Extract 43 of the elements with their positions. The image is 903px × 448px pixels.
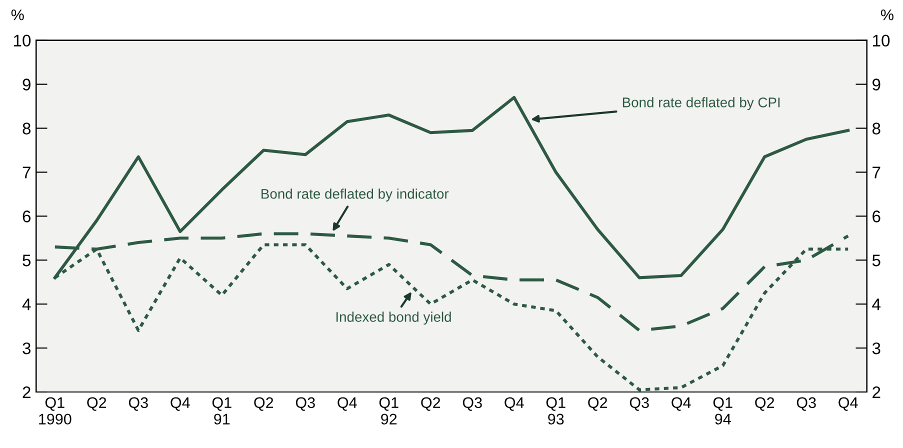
y-tick-label: 7 <box>22 166 30 178</box>
x-tick-label: Q2 <box>87 397 106 411</box>
y-tick-label: 2 <box>22 386 30 398</box>
y2-tick-label: 6 <box>872 210 880 222</box>
y-axis-title: % <box>11 10 24 20</box>
y-tick-label: 10 <box>14 34 31 47</box>
y-tick-label: 9 <box>22 78 30 90</box>
y-tick-label: 4 <box>22 298 31 310</box>
x-tick-label: Q1 92 <box>379 397 398 425</box>
y-tick-label: 6 <box>22 210 31 222</box>
x-tick-label: Q1 91 <box>212 397 232 425</box>
x-tick-label: Q1 1990 <box>39 397 72 425</box>
x-tick-label: Q4 <box>504 397 524 411</box>
x-tick-label: Q4 <box>672 397 691 411</box>
x-tick-label: Q2 <box>755 397 774 411</box>
x-tick-label: Q3 <box>296 397 315 411</box>
y2-tick-label: 3 <box>872 342 880 354</box>
x-tick-label: Q4 <box>838 397 858 411</box>
text: Bond rate deflated by CPI <box>622 97 780 110</box>
y2-tick-label: 10 <box>873 34 890 47</box>
x-tick-label: Q3 <box>796 397 816 411</box>
x-tick-label: Q2 <box>254 397 274 411</box>
x-tick-label: Q3 <box>462 397 482 411</box>
y-tick-label: 3 <box>22 342 31 354</box>
y2-tick-label: 8 <box>872 122 880 134</box>
y2-tick-label: 5 <box>872 254 880 266</box>
x-tick-label: Q2 <box>421 397 440 411</box>
x-tick-label: Q3 <box>128 397 148 411</box>
x-tick-label: Q2 <box>588 397 608 411</box>
text: Bond rate deflated by indicator <box>262 188 449 202</box>
y2-tick-label: 9 <box>872 78 880 90</box>
x-tick-label: Q3 <box>630 397 649 411</box>
series-label: Indexed bond yield <box>336 312 451 325</box>
y2-tick-label: 2 <box>872 386 880 398</box>
x-tick-label: Q1 94 <box>713 397 732 425</box>
y-tick-label: 8 <box>22 122 31 134</box>
y2-tick-label: 4 <box>872 298 881 310</box>
x-tick-label: Q4 <box>338 397 357 411</box>
x-tick-label: Q1 93 <box>546 397 566 425</box>
x-tick-label: Q4 <box>170 397 190 411</box>
y2-tick-label: 7 <box>872 166 880 178</box>
y-tick-label: 5 <box>22 254 31 266</box>
y2-axis-title: % <box>880 10 894 20</box>
